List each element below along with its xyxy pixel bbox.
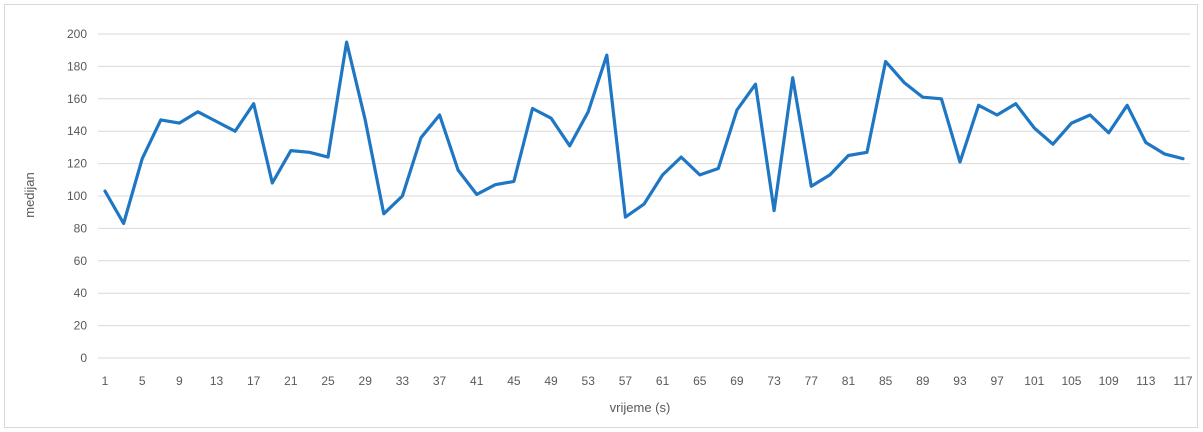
series-line xyxy=(103,40,1185,226)
y-tick-label: 140 xyxy=(67,124,87,138)
y-tick-label: 40 xyxy=(74,286,88,300)
x-tick-label: 29 xyxy=(359,374,373,388)
x-tick-label: 109 xyxy=(1099,374,1119,388)
y-tick-label: 180 xyxy=(67,59,87,73)
x-tick-label: 65 xyxy=(693,374,707,388)
x-tick-label: 41 xyxy=(470,374,484,388)
x-tick-label: 17 xyxy=(247,374,261,388)
x-tick-label: 77 xyxy=(805,374,819,388)
x-tick-label: 89 xyxy=(916,374,930,388)
y-tick-label: 0 xyxy=(80,351,87,365)
x-tick-label: 21 xyxy=(284,374,298,388)
y-tick-label: 80 xyxy=(74,221,88,235)
x-tick-label: 13 xyxy=(210,374,224,388)
y-axis-ticks: 0 20 40 60 80 100 120 140 160 180 200 xyxy=(67,27,87,365)
y-tick-label: 60 xyxy=(74,254,88,268)
x-tick-label: 1 xyxy=(102,374,109,388)
x-tick-label: 81 xyxy=(842,374,856,388)
x-tick-label: 117 xyxy=(1173,374,1192,388)
x-tick-label: 25 xyxy=(321,374,335,388)
x-tick-label: 97 xyxy=(990,374,1004,388)
x-tick-label: 101 xyxy=(1024,374,1044,388)
x-tick-label: 57 xyxy=(619,374,633,388)
x-tick-label: 33 xyxy=(396,374,410,388)
x-tick-label: 9 xyxy=(176,374,183,388)
x-tick-label: 49 xyxy=(544,374,558,388)
gridlines xyxy=(98,33,1190,359)
y-axis-title: medijan xyxy=(22,172,37,218)
x-tick-label: 85 xyxy=(879,374,893,388)
y-tick-label: 20 xyxy=(74,319,88,333)
x-axis-ticks: 1 5 9 13 17 21 25 29 33 37 41 45 49 53 57 61 65 69 73 77 81 8… xyxy=(102,374,1193,388)
x-tick-label: 37 xyxy=(433,374,447,388)
y-tick-label: 200 xyxy=(67,27,87,41)
x-tick-label: 5 xyxy=(139,374,146,388)
x-tick-label: 53 xyxy=(582,374,596,388)
x-tick-label: 113 xyxy=(1136,374,1155,388)
x-tick-label: 69 xyxy=(730,374,744,388)
x-tick-label: 73 xyxy=(767,374,781,388)
y-tick-label: 120 xyxy=(67,157,87,171)
x-axis-title: vrijeme (s) xyxy=(610,400,671,415)
y-tick-label: 160 xyxy=(67,92,87,106)
series-layer xyxy=(103,40,1185,226)
x-tick-label: 93 xyxy=(953,374,967,388)
x-tick-label: 61 xyxy=(656,374,670,388)
x-tick-label: 105 xyxy=(1061,374,1081,388)
x-tick-label: 45 xyxy=(507,374,521,388)
y-tick-label: 100 xyxy=(67,189,87,203)
